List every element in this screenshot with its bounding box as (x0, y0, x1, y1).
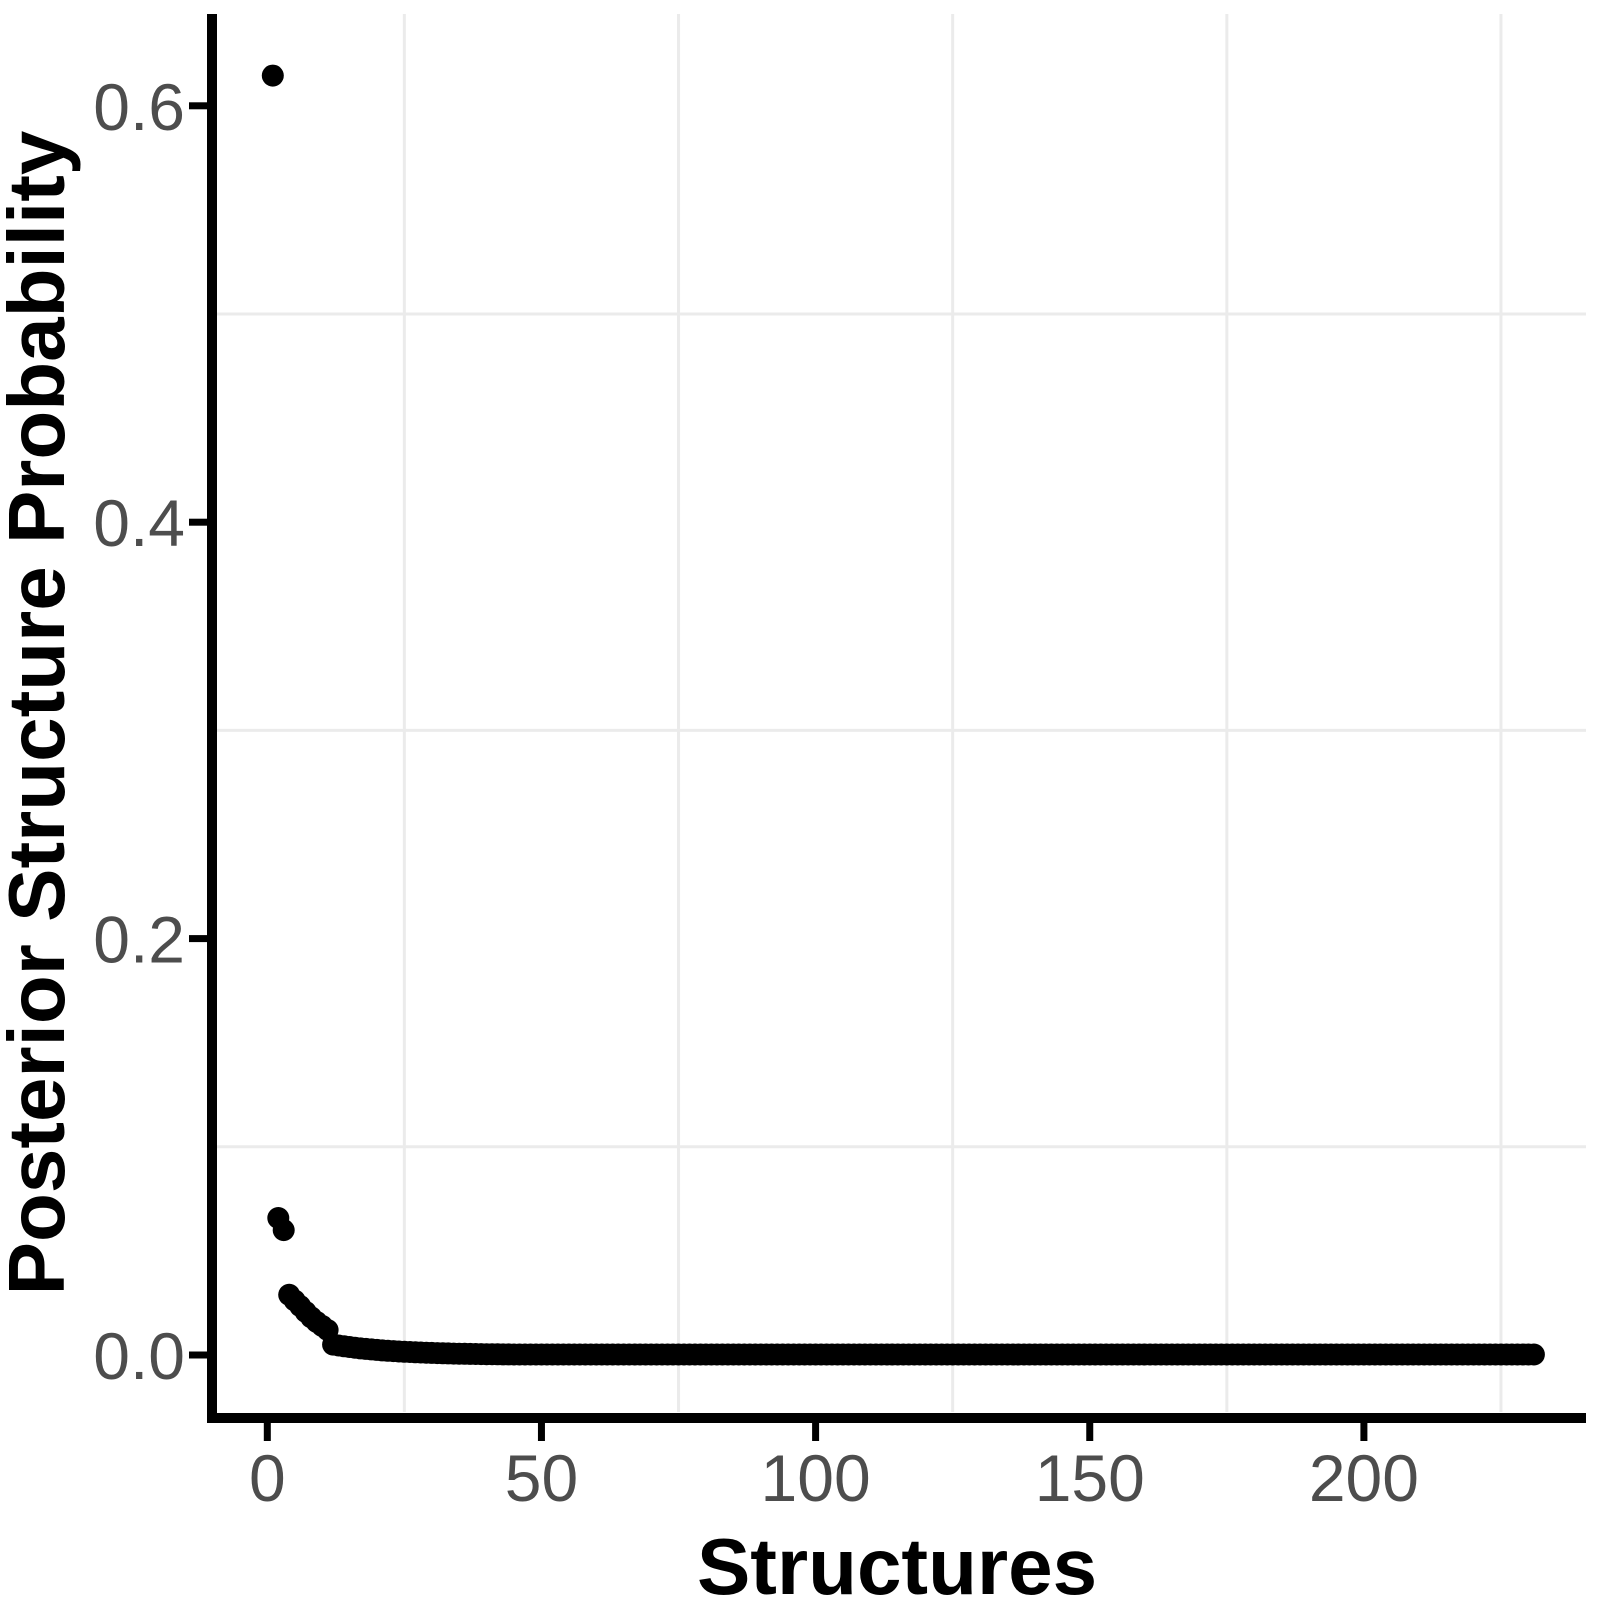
data-point (261, 64, 284, 87)
x-axis-title: Structures (697, 1522, 1097, 1600)
x-axis-tick (537, 1423, 545, 1441)
x-tick-label: 100 (761, 1441, 871, 1515)
x-tick-label: 0 (249, 1441, 286, 1515)
y-axis-tick (189, 518, 207, 526)
x-axis-tick (812, 1423, 820, 1441)
x-axis-tick (1086, 1423, 1094, 1441)
y-tick-label: 0.2 (93, 903, 185, 977)
x-axis-line (207, 1413, 1586, 1423)
y-axis-line (207, 14, 217, 1423)
y-axis-tick (189, 102, 207, 110)
gridlines (212, 14, 1586, 1412)
y-tick-label: 0.4 (93, 486, 185, 560)
data-point (272, 1219, 295, 1242)
y-axis-tick (189, 935, 207, 943)
y-axis-tick (189, 1351, 207, 1359)
scatter-points (261, 64, 1545, 1366)
y-tick-label: 0.6 (93, 70, 185, 144)
x-axis-tick (1360, 1423, 1368, 1441)
y-axis-title: Posterior Structure Probability (0, 130, 81, 1295)
axis-tick-labels: 0.0 0.2 0.4 0.6 0 50 100 150 200 (93, 70, 1419, 1515)
x-tick-label: 200 (1309, 1441, 1419, 1515)
x-tick-label: 150 (1035, 1441, 1145, 1515)
x-axis-tick (263, 1423, 271, 1441)
axis-ticks (189, 102, 1368, 1441)
axes (207, 14, 1586, 1423)
x-tick-label: 50 (505, 1441, 578, 1515)
data-point (1522, 1343, 1545, 1366)
y-tick-label: 0.0 (93, 1319, 185, 1393)
